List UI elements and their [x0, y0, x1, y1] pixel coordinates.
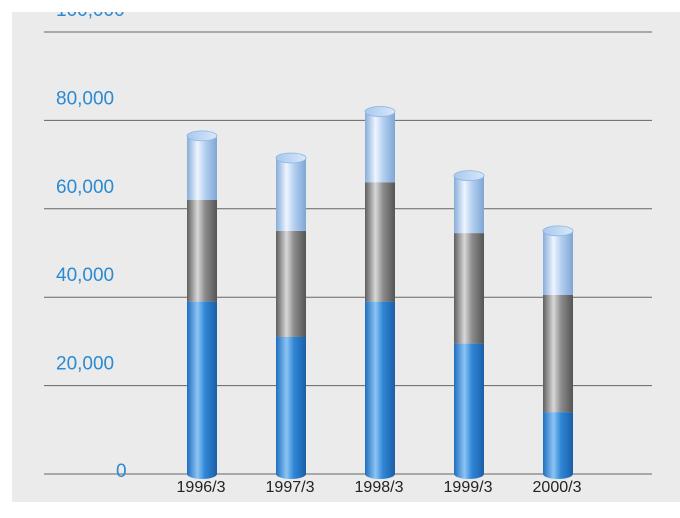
- bar-segment: [276, 230, 306, 337]
- bar-base: [454, 469, 484, 479]
- bar-segment: [365, 182, 395, 302]
- bar-top-cap: [364, 106, 396, 117]
- bar-segment: [543, 412, 573, 474]
- bar-segment: [187, 199, 217, 302]
- bar-segment: [365, 301, 395, 474]
- bar-segment: [543, 230, 573, 295]
- bar-1997-3: [275, 152, 307, 479]
- bar-1998-3: [364, 106, 396, 479]
- bars: [186, 106, 574, 479]
- y-tick-label: 100,000: [56, 12, 125, 21]
- bar-base: [543, 469, 573, 479]
- bar-segment: [454, 175, 484, 234]
- bar-2000-3: [542, 225, 574, 479]
- bar-base: [365, 469, 395, 479]
- bar-segment: [454, 343, 484, 474]
- y-axis-tick-labels: 0 20,000 40,000 60,000 80,000 100,000: [56, 12, 127, 482]
- y-tick-label: 80,000: [56, 88, 114, 109]
- bar-top-cap: [453, 170, 485, 182]
- bar-top-cap: [542, 225, 574, 237]
- x-tick-label: 1997/3: [266, 479, 315, 496]
- bar-segment: [543, 294, 573, 413]
- x-tick-label: 2000/3: [533, 479, 582, 496]
- bar-segment: [276, 336, 306, 474]
- bar-segment: [187, 301, 217, 474]
- bar-segment: [365, 111, 395, 183]
- bar-1999-3: [453, 170, 485, 479]
- x-tick-label: 1999/3: [444, 479, 493, 496]
- x-axis-tick-labels: 1996/3 1997/3 1998/3 1999/3 2000/3: [177, 479, 582, 496]
- bar-base: [276, 469, 306, 479]
- bar-segment: [276, 157, 306, 231]
- x-tick-label: 1996/3: [177, 479, 226, 496]
- bar-1996-3: [186, 130, 218, 479]
- y-tick-label: 60,000: [56, 177, 114, 198]
- y-tick-label: 40,000: [56, 265, 114, 286]
- bar-segment: [187, 135, 217, 200]
- y-tick-label: 20,000: [56, 354, 114, 375]
- y-tick-label: 0: [116, 461, 127, 482]
- x-tick-label: 1998/3: [355, 479, 404, 496]
- bar-segment: [454, 233, 484, 344]
- bar-base: [187, 469, 217, 479]
- bar-top-cap: [186, 130, 218, 142]
- bar-top-cap: [275, 152, 307, 164]
